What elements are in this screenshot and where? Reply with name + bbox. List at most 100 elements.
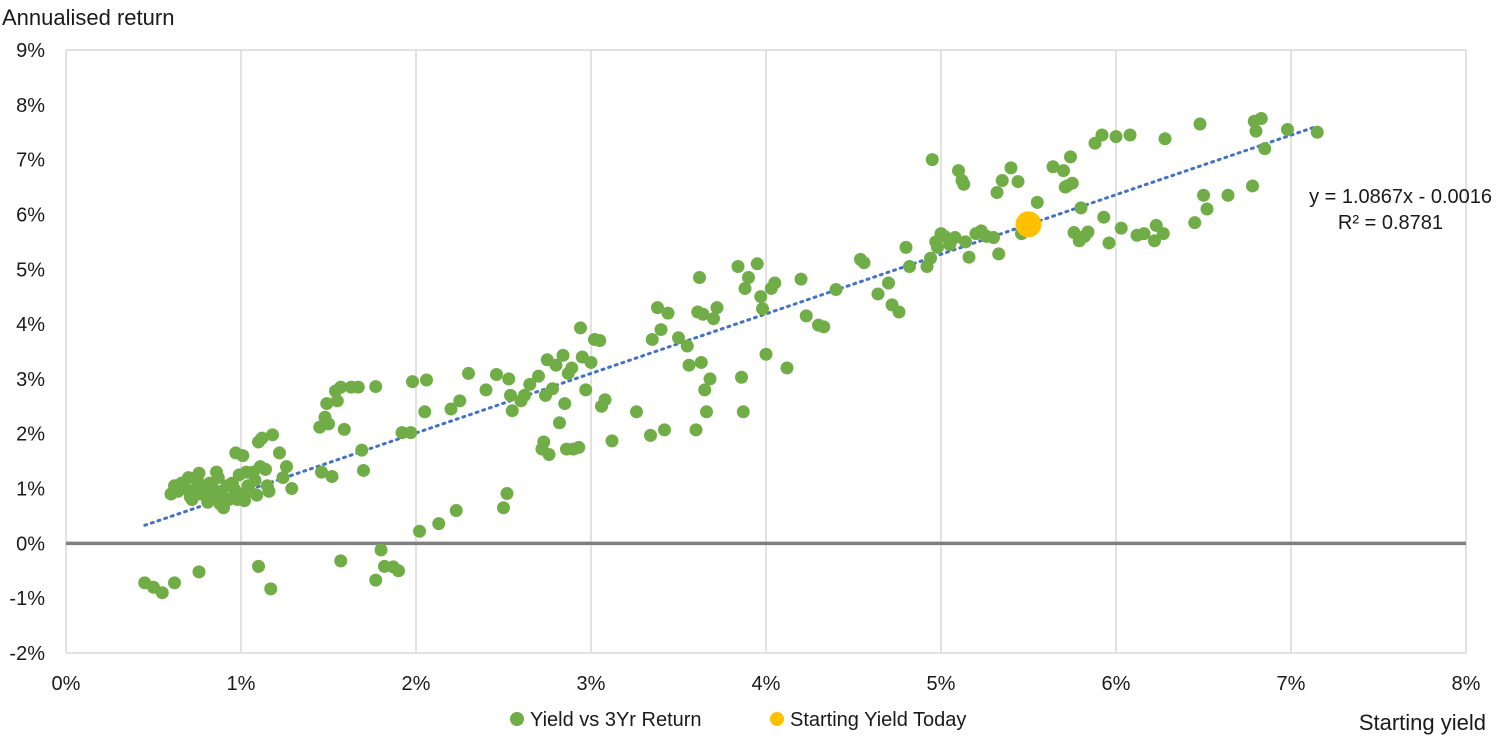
data-point (925, 153, 939, 167)
data-point (780, 361, 794, 375)
data-point (754, 290, 768, 304)
data-point (502, 372, 516, 386)
data-point (355, 443, 369, 457)
data-point (672, 331, 685, 345)
data-point (553, 416, 566, 430)
data-point (392, 564, 405, 578)
data-point (1074, 201, 1088, 215)
data-point (357, 463, 370, 477)
data-point (661, 306, 675, 320)
data-point (351, 380, 365, 394)
data-point (682, 358, 696, 372)
data-point (959, 235, 972, 249)
data-point (1137, 227, 1151, 241)
data-point (987, 230, 1000, 244)
data-point (1246, 179, 1259, 193)
data-points (138, 112, 1324, 600)
data-point (696, 307, 710, 321)
data-point (738, 281, 752, 295)
trendline (143, 124, 1319, 527)
data-point (276, 471, 290, 485)
data-point (192, 565, 206, 579)
data-point (1109, 130, 1123, 144)
data-point (750, 257, 764, 271)
data-point (630, 405, 643, 419)
data-point (325, 469, 339, 483)
data-point (1156, 227, 1170, 241)
x-tick-label: 7% (1277, 673, 1306, 695)
data-point (799, 309, 813, 323)
data-point (931, 240, 944, 254)
data-point (680, 339, 694, 353)
data-point (337, 422, 351, 436)
data-point (689, 423, 703, 437)
data-point (479, 383, 493, 397)
data-point (532, 369, 545, 383)
data-point (700, 405, 713, 419)
data-point (857, 256, 871, 270)
legend-marker-starting-yield-today (770, 712, 784, 726)
data-point (992, 247, 1006, 261)
data-point (556, 348, 570, 362)
x-tick-label: 0% (52, 673, 81, 695)
data-point (320, 397, 334, 411)
data-point (952, 164, 965, 178)
legend: Yield vs 3Yr Return Starting Yield Today (510, 709, 966, 731)
data-point (817, 320, 831, 334)
y-tick-label: 0% (16, 533, 45, 555)
y-axis-title: Annualised return (2, 5, 174, 30)
data-point (252, 559, 265, 573)
x-tick-label: 3% (577, 673, 606, 695)
legend-label-starting-yield-today: Starting Yield Today (790, 709, 966, 731)
data-point (374, 543, 388, 557)
data-point (584, 355, 598, 369)
data-point (948, 230, 962, 244)
data-point (1200, 202, 1214, 216)
data-point (1188, 216, 1202, 230)
data-point (449, 503, 463, 517)
legend-marker-yield-vs-3yr-return (510, 712, 524, 726)
data-point (694, 355, 708, 369)
data-point (537, 435, 551, 449)
data-point (155, 586, 169, 600)
data-point (710, 301, 724, 315)
data-point (462, 366, 475, 380)
data-point (1081, 225, 1095, 239)
data-point (334, 554, 348, 568)
trendline-path (143, 124, 1319, 527)
data-point (1095, 128, 1109, 142)
data-point (1158, 132, 1172, 146)
y-tick-labels: 9% 8% 7% 6% 5% 4% 3% 2% 1% 0% -1% -2% (9, 40, 45, 665)
data-point (211, 471, 225, 485)
data-point (1254, 112, 1268, 126)
data-point (1064, 150, 1077, 164)
data-point (1123, 128, 1137, 142)
data-point (1102, 236, 1116, 250)
data-point (736, 405, 750, 419)
x-tick-label: 6% (1102, 673, 1131, 695)
data-point (315, 465, 328, 479)
data-point (565, 361, 579, 375)
data-point (574, 321, 587, 335)
y-tick-label: 1% (16, 479, 45, 501)
data-point (330, 394, 344, 408)
data-point (262, 484, 276, 498)
data-point (444, 402, 458, 416)
data-point (1097, 210, 1111, 224)
data-point (605, 434, 619, 448)
data-point (651, 301, 664, 315)
data-point (829, 283, 843, 297)
data-point (420, 373, 433, 387)
data-point (505, 404, 519, 418)
starting-yield-today-point (1015, 211, 1042, 238)
data-point (1258, 142, 1272, 156)
data-point (280, 460, 293, 474)
data-point (1114, 221, 1128, 235)
data-point (703, 372, 717, 386)
data-point (698, 383, 712, 397)
data-point (593, 334, 607, 348)
data-point (957, 177, 971, 191)
data-point (1004, 161, 1018, 175)
data-point (432, 517, 446, 531)
